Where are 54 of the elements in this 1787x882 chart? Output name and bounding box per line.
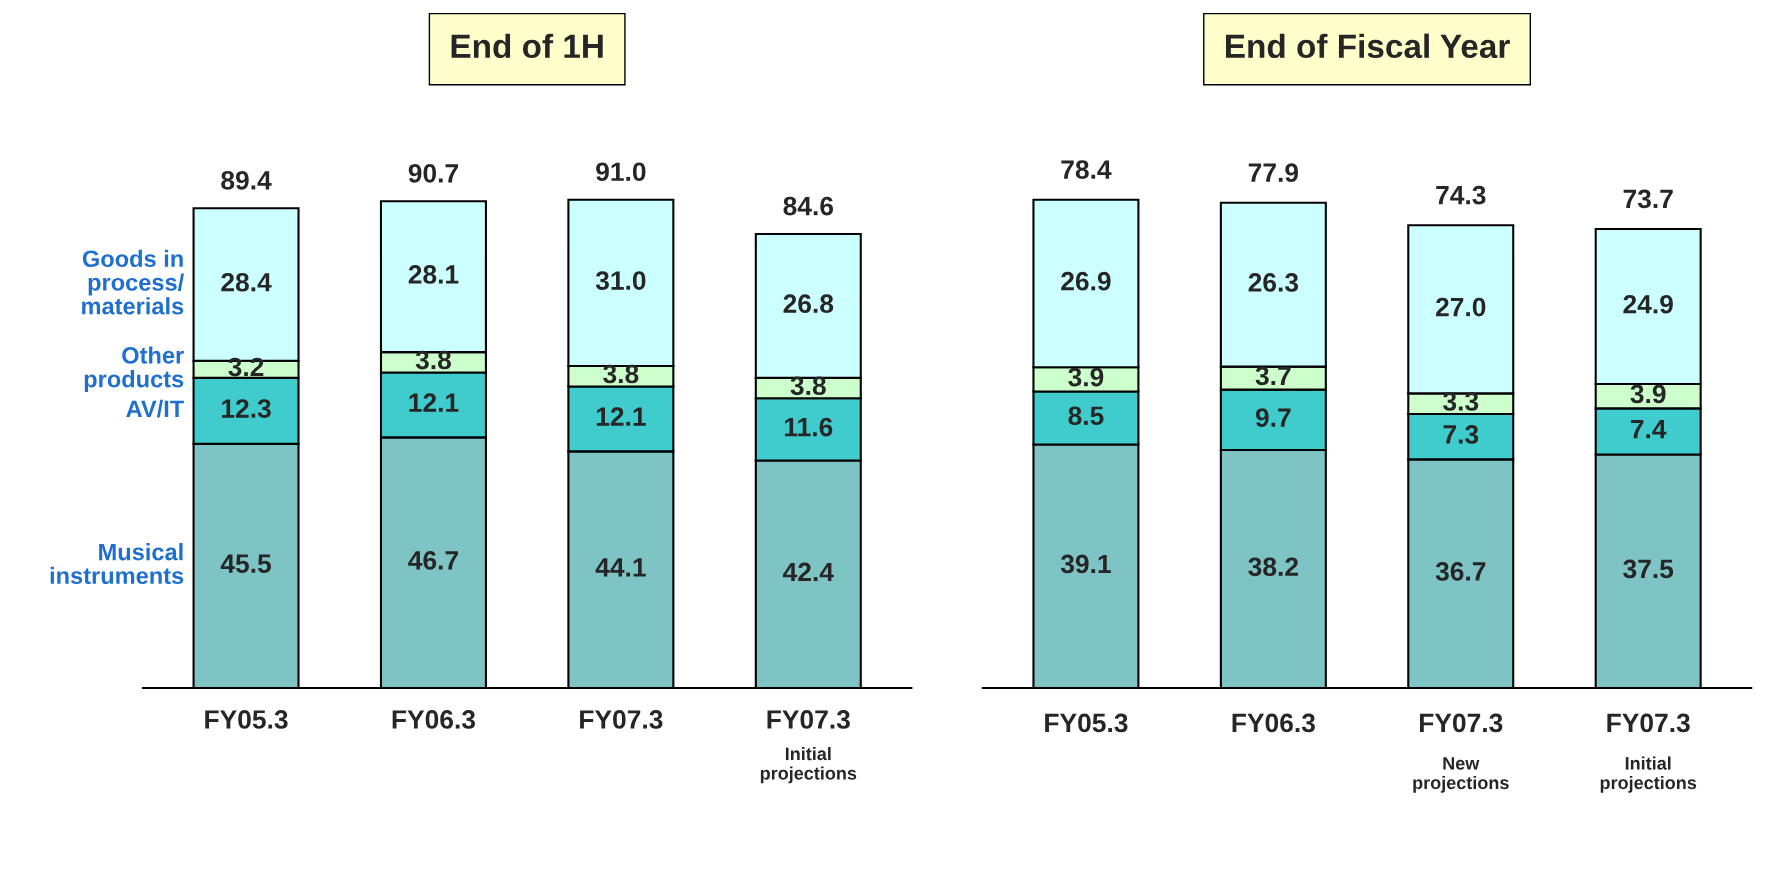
data-label: 27.0 xyxy=(1436,297,1486,317)
series-label: Goods in process/ materials xyxy=(82,249,184,315)
series-label: AV/IT xyxy=(126,399,184,418)
data-label: 44.1 xyxy=(595,558,646,577)
series-label: Musical instruments xyxy=(50,543,184,585)
data-label: 38.2 xyxy=(1248,557,1298,577)
data-label: 12.3 xyxy=(222,399,271,418)
data-label: 8.5 xyxy=(1068,406,1104,426)
data-label: 3.3 xyxy=(1443,392,1479,411)
data-label: 7.3 xyxy=(1443,425,1479,444)
data-label: 46.7 xyxy=(408,551,458,570)
data-label: 11.6 xyxy=(785,417,833,437)
data-label: 12.1 xyxy=(409,393,459,412)
data-label: 37.5 xyxy=(1623,559,1674,579)
x-tick-label: FY07.3 New projections xyxy=(1413,713,1509,793)
data-label: 26.3 xyxy=(1248,273,1299,292)
data-label: 45.5 xyxy=(220,554,271,573)
data-label: 12.1 xyxy=(596,407,646,426)
x-tick-label: FY06.3 xyxy=(1232,713,1315,733)
data-label: 28.1 xyxy=(408,265,459,284)
total-label: 78.4 xyxy=(1061,160,1112,179)
data-label: 39.1 xyxy=(1060,554,1111,574)
data-label: 36.7 xyxy=(1435,562,1486,581)
data-label: 3.7 xyxy=(1255,366,1291,386)
x-tick-label: FY06.3 xyxy=(392,710,476,729)
total-label: 74.3 xyxy=(1436,185,1486,205)
chart-title: End of 1H xyxy=(451,33,603,59)
data-label: 3.8 xyxy=(790,376,826,396)
data-label: 3.9 xyxy=(1630,384,1666,404)
data-label: 9.7 xyxy=(1255,408,1291,427)
series-label: Other products xyxy=(84,346,184,393)
data-label: 24.9 xyxy=(1623,294,1673,314)
x-tick-label: FY07.3 Initial projections xyxy=(760,710,857,784)
x-tick-label: FY05.3 xyxy=(205,710,288,729)
data-label: 26.9 xyxy=(1061,271,1111,291)
total-label: 84.6 xyxy=(783,196,834,216)
x-tick-label: FY07.3 xyxy=(580,710,663,729)
total-label: 89.4 xyxy=(221,170,272,190)
data-label: 26.8 xyxy=(783,294,834,314)
data-label: 31.0 xyxy=(595,271,646,290)
data-label: 42.4 xyxy=(783,562,834,582)
data-label: 3.9 xyxy=(1068,367,1104,387)
data-label: 3.8 xyxy=(415,350,451,370)
x-tick-label: FY07.3 Initial projections xyxy=(1600,713,1697,793)
x-tick-label: FY05.3 xyxy=(1045,713,1128,733)
data-label: 3.2 xyxy=(228,357,264,377)
chart-title: End of Fiscal Year xyxy=(1226,33,1510,59)
total-label: 77.9 xyxy=(1248,163,1299,183)
total-label: 73.7 xyxy=(1623,189,1673,209)
data-label: 28.4 xyxy=(221,272,272,292)
total-label: 90.7 xyxy=(408,164,458,183)
total-label: 91.0 xyxy=(596,162,646,182)
data-label: 3.8 xyxy=(603,364,639,384)
data-label: 7.4 xyxy=(1630,420,1667,439)
